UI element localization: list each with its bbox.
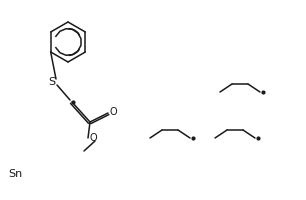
- Text: O: O: [89, 133, 97, 143]
- Text: O: O: [110, 107, 118, 117]
- Text: Sn: Sn: [8, 169, 22, 179]
- Text: S: S: [48, 77, 56, 87]
